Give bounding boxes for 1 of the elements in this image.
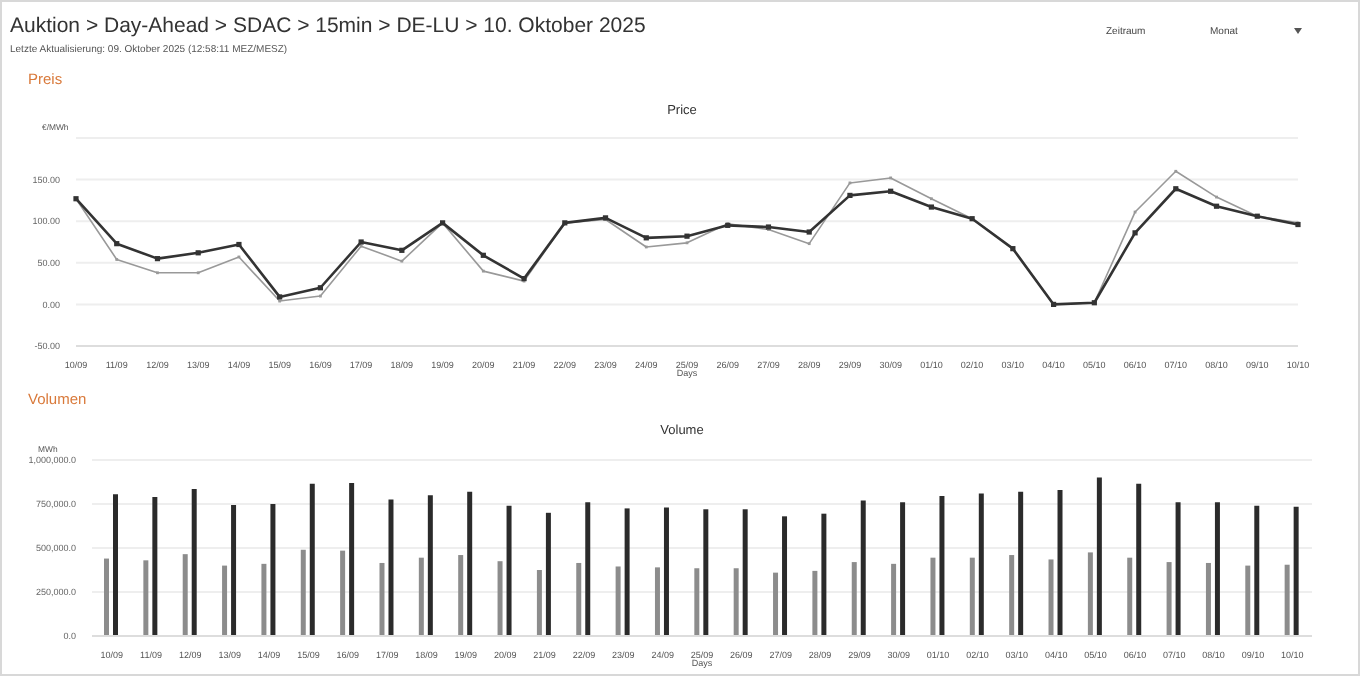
text: Auktion > Day-Ahead > SDAC > 15min > DE-LU > 10. Oktober 2025 [10, 14, 646, 38]
